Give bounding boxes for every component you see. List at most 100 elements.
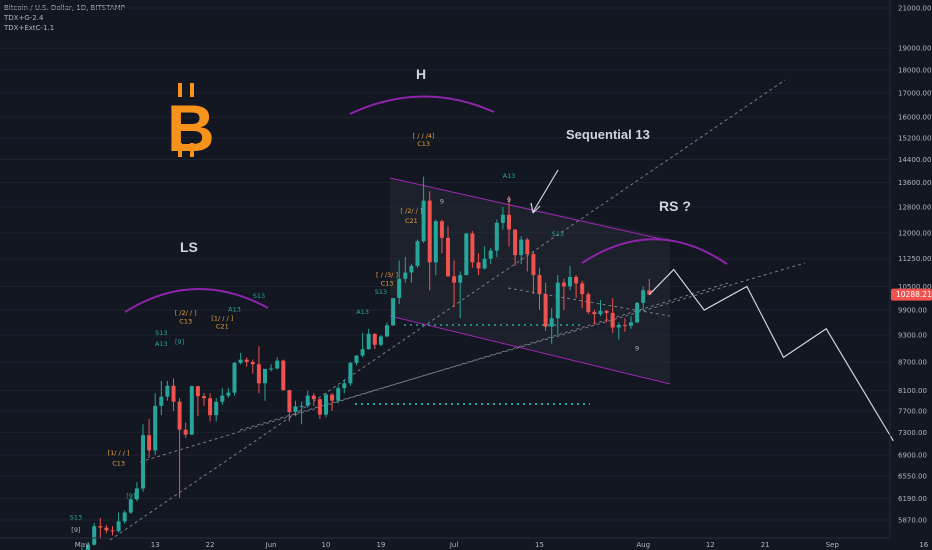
candle-body[interactable] bbox=[147, 435, 152, 451]
sequential-arrow-line[interactable] bbox=[532, 169, 559, 213]
candle-body[interactable] bbox=[159, 396, 164, 406]
candle-body[interactable] bbox=[635, 302, 640, 323]
candle-body[interactable] bbox=[299, 405, 304, 407]
trendline-neckline[interactable] bbox=[239, 262, 806, 431]
candle-body[interactable] bbox=[202, 396, 206, 399]
left-shoulder-arc[interactable] bbox=[124, 287, 269, 313]
candle-body[interactable] bbox=[543, 294, 548, 327]
candle-body[interactable] bbox=[98, 526, 103, 528]
candle-body[interactable] bbox=[452, 276, 457, 283]
candle-body[interactable] bbox=[574, 276, 579, 284]
candle-body[interactable] bbox=[141, 435, 145, 489]
candle-body[interactable] bbox=[348, 362, 353, 384]
candle-body[interactable] bbox=[561, 282, 566, 287]
candle-body[interactable] bbox=[397, 278, 402, 299]
indicator-2[interactable]: TDX+ExtC-1.1 bbox=[4, 24, 55, 32]
candle-body[interactable] bbox=[311, 395, 316, 400]
candle-body[interactable] bbox=[622, 324, 627, 326]
candle-body[interactable] bbox=[305, 395, 310, 406]
candle-body[interactable] bbox=[421, 200, 426, 242]
candle-body[interactable] bbox=[385, 325, 389, 337]
candle-body[interactable] bbox=[189, 386, 194, 435]
candle-body[interactable] bbox=[195, 386, 200, 397]
candle-body[interactable] bbox=[122, 512, 127, 522]
candle-body[interactable] bbox=[324, 394, 328, 415]
candle-body[interactable] bbox=[153, 405, 158, 451]
candle-body[interactable] bbox=[269, 368, 274, 370]
candle-body[interactable] bbox=[458, 275, 463, 283]
candle-body[interactable] bbox=[336, 388, 341, 401]
candle-body[interactable] bbox=[214, 401, 219, 416]
candle-body[interactable] bbox=[281, 360, 286, 391]
price-axis[interactable]: 5870.00 6190.00 6550.00 6900.00 7300.00 7700.… bbox=[889, 0, 931, 538]
indicator-1[interactable]: TDX+G-2.4 bbox=[4, 14, 44, 22]
candle-body[interactable] bbox=[464, 233, 469, 276]
candle-body[interactable] bbox=[549, 318, 554, 327]
candle-body[interactable] bbox=[641, 290, 646, 303]
candle-body[interactable] bbox=[610, 312, 615, 328]
candle-body[interactable] bbox=[488, 250, 493, 259]
candle-body[interactable] bbox=[519, 239, 524, 256]
candle-body[interactable] bbox=[482, 258, 487, 269]
candle-body[interactable] bbox=[317, 399, 322, 415]
candle-body[interactable] bbox=[330, 394, 335, 401]
candle-body[interactable] bbox=[616, 324, 621, 328]
candle-body[interactable] bbox=[494, 222, 499, 251]
time-axis[interactable]: May 13 22 Jun 10 19 Jul 15 Aug 12 21 Sep 16 bbox=[0, 537, 929, 549]
candle-body[interactable] bbox=[250, 361, 255, 365]
channel-top-line[interactable] bbox=[389, 177, 671, 242]
candle-body[interactable] bbox=[470, 233, 475, 263]
candle-body[interactable] bbox=[220, 395, 225, 402]
candle-body[interactable] bbox=[537, 275, 542, 295]
candle-body[interactable] bbox=[592, 312, 597, 315]
candle-body[interactable] bbox=[403, 272, 408, 279]
candle-body[interactable] bbox=[366, 333, 371, 350]
candle-body[interactable] bbox=[177, 401, 182, 430]
trendline-lower[interactable] bbox=[139, 282, 729, 463]
candle-body[interactable] bbox=[104, 527, 109, 531]
candle-body[interactable] bbox=[647, 290, 652, 295]
candle-body[interactable] bbox=[92, 526, 97, 545]
candle-body[interactable] bbox=[183, 429, 188, 435]
candle-body[interactable] bbox=[507, 214, 511, 230]
candle-body[interactable] bbox=[171, 385, 176, 402]
candle-body[interactable] bbox=[391, 298, 396, 326]
candle-body[interactable] bbox=[128, 499, 133, 513]
candle-body[interactable] bbox=[238, 359, 243, 363]
candle-body[interactable] bbox=[116, 521, 121, 532]
candle-body[interactable] bbox=[409, 265, 414, 273]
candle-body[interactable] bbox=[232, 362, 237, 393]
candle-body[interactable] bbox=[580, 283, 585, 295]
candle-body[interactable] bbox=[287, 390, 292, 413]
candle-body[interactable] bbox=[244, 359, 249, 362]
candle-body[interactable] bbox=[134, 488, 139, 500]
candle-body[interactable] bbox=[604, 310, 609, 313]
channel-bottom-line[interactable] bbox=[389, 315, 671, 385]
candle-body[interactable] bbox=[629, 322, 633, 326]
candle-body[interactable] bbox=[446, 237, 450, 277]
candle-body[interactable] bbox=[433, 221, 438, 263]
candle-body[interactable] bbox=[293, 406, 298, 413]
candle-body[interactable] bbox=[372, 333, 377, 345]
candle-body[interactable] bbox=[342, 383, 347, 389]
candle-body[interactable] bbox=[256, 364, 261, 384]
candle-body[interactable] bbox=[525, 239, 530, 255]
head-arc[interactable] bbox=[349, 95, 495, 115]
candle-body[interactable] bbox=[165, 385, 170, 397]
candle-body[interactable] bbox=[354, 355, 359, 363]
candle-body[interactable] bbox=[598, 310, 603, 315]
candle-body[interactable] bbox=[531, 254, 536, 276]
candle-body[interactable] bbox=[586, 294, 591, 313]
candle-body[interactable] bbox=[226, 392, 231, 396]
candle-body[interactable] bbox=[110, 530, 115, 532]
candle-body[interactable] bbox=[263, 368, 267, 384]
candle-body[interactable] bbox=[427, 200, 432, 263]
projection-path[interactable] bbox=[648, 268, 894, 442]
candle-body[interactable] bbox=[568, 276, 572, 287]
candle-body[interactable] bbox=[476, 262, 481, 269]
candle-body[interactable] bbox=[439, 221, 444, 238]
candle-body[interactable] bbox=[360, 349, 365, 356]
trendline-steep[interactable] bbox=[109, 79, 786, 541]
candle-body[interactable] bbox=[500, 214, 505, 223]
